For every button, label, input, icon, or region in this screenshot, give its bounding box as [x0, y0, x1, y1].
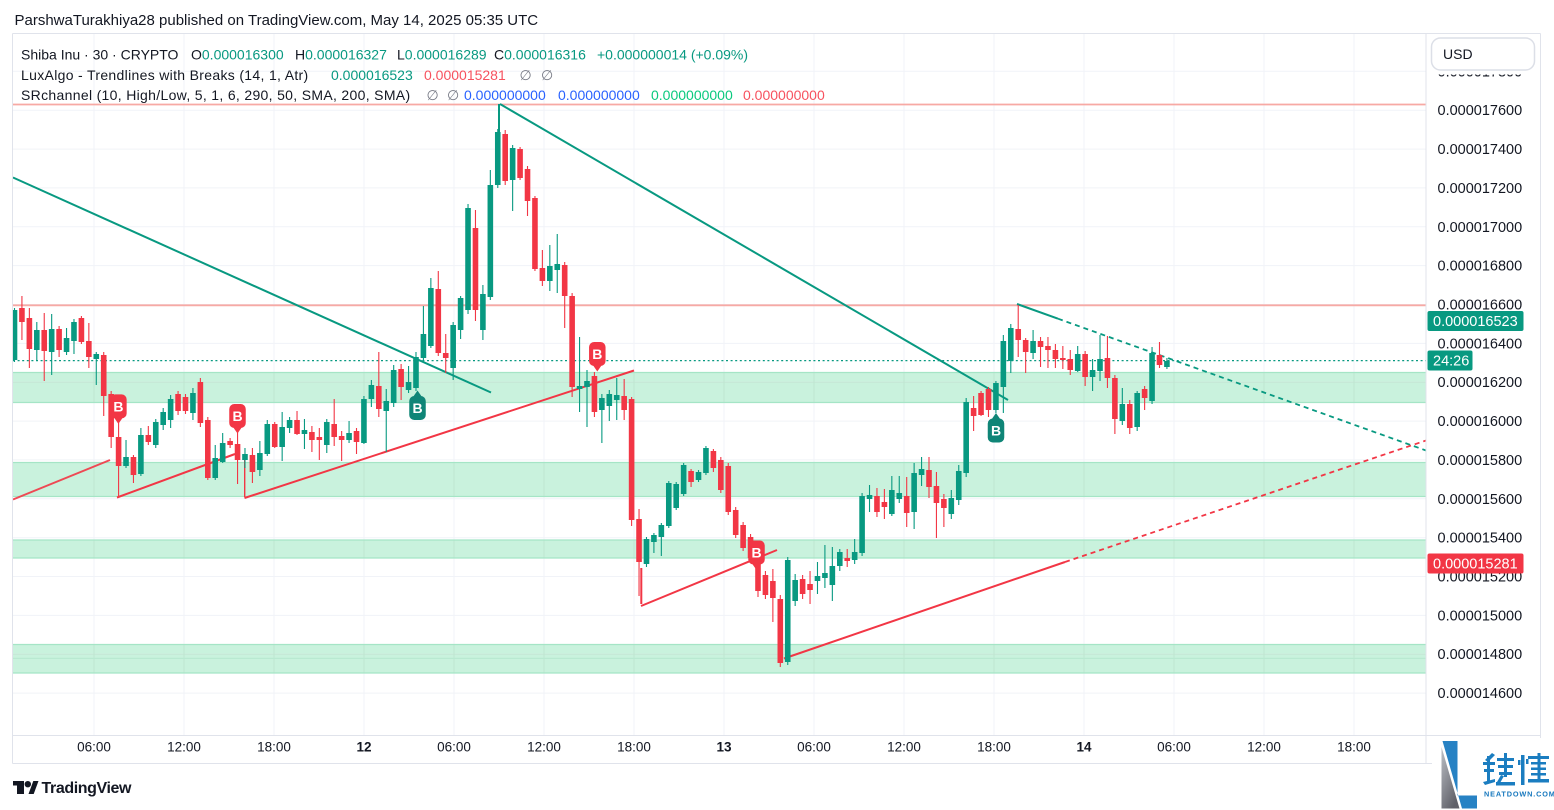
svg-text:12: 12: [356, 740, 371, 755]
svg-text:ParshwaTurakhiya28 published o: ParshwaTurakhiya28 published on TradingV…: [15, 12, 539, 29]
svg-text:0.000016523: 0.000016523: [331, 67, 413, 83]
svg-text:06:00: 06:00: [77, 740, 111, 755]
svg-text:H0.000016327: H0.000016327: [295, 47, 387, 63]
svg-text:18:00: 18:00: [257, 740, 291, 755]
svg-text:0.000015800: 0.000015800: [1438, 453, 1523, 469]
svg-text:0.000016400: 0.000016400: [1438, 336, 1523, 352]
svg-text:24:26: 24:26: [1433, 354, 1469, 370]
svg-text:TradingView: TradingView: [42, 780, 133, 797]
svg-text:0.000017400: 0.000017400: [1438, 142, 1523, 158]
svg-text:18:00: 18:00: [1337, 740, 1371, 755]
svg-text:B: B: [232, 408, 242, 424]
svg-text:B: B: [751, 545, 761, 561]
svg-text:0.000016000: 0.000016000: [1438, 414, 1523, 430]
svg-text:12:00: 12:00: [167, 740, 201, 755]
svg-text:LuxAlgo - Trendlines with Brea: LuxAlgo - Trendlines with Breaks (14, 1,…: [21, 67, 309, 83]
svg-text:B: B: [991, 423, 1001, 439]
svg-text:18:00: 18:00: [977, 740, 1011, 755]
svg-text:C0.000016316: C0.000016316: [494, 47, 586, 63]
svg-text:0.000000000: 0.000000000: [743, 87, 825, 103]
svg-text:0.000017000: 0.000017000: [1438, 220, 1523, 236]
svg-text:06:00: 06:00: [437, 740, 471, 755]
svg-text:∅: ∅: [447, 87, 459, 103]
svg-text:12:00: 12:00: [527, 740, 561, 755]
svg-text:0.000016523: 0.000016523: [1433, 314, 1518, 330]
svg-text:06:00: 06:00: [1157, 740, 1191, 755]
svg-text:O0.000016300: O0.000016300: [191, 47, 284, 63]
svg-text:NEATDOWN.COM: NEATDOWN.COM: [1484, 790, 1554, 799]
svg-text:B: B: [412, 400, 422, 416]
svg-text:0.000016800: 0.000016800: [1438, 259, 1523, 275]
svg-text:0.000015281: 0.000015281: [1433, 557, 1518, 573]
svg-text:0.000015600: 0.000015600: [1438, 492, 1523, 508]
svg-text:0.000017600: 0.000017600: [1438, 103, 1523, 119]
svg-text:18:00: 18:00: [617, 740, 651, 755]
svg-text:12:00: 12:00: [1247, 740, 1281, 755]
svg-text:12:00: 12:00: [887, 740, 921, 755]
svg-text:0.000016600: 0.000016600: [1438, 298, 1523, 314]
svg-text:∅: ∅: [427, 87, 439, 103]
svg-text:0.000000000: 0.000000000: [464, 87, 546, 103]
svg-text:0.000000000: 0.000000000: [558, 87, 640, 103]
svg-text:∅: ∅: [541, 67, 553, 83]
svg-text:USD: USD: [1443, 46, 1473, 62]
svg-text:Shiba Inu · 30 · CRYPTO: Shiba Inu · 30 · CRYPTO: [21, 47, 179, 63]
svg-text:0.000015000: 0.000015000: [1438, 608, 1523, 624]
svg-text:0.000014800: 0.000014800: [1438, 647, 1523, 663]
svg-text:0.000015400: 0.000015400: [1438, 531, 1523, 547]
svg-text:0.000017200: 0.000017200: [1438, 181, 1523, 197]
svg-text:SRchannel (10, High/Low, 5, 1,: SRchannel (10, High/Low, 5, 1, 6, 290, 5…: [21, 87, 410, 103]
svg-text:06:00: 06:00: [797, 740, 831, 755]
svg-text:B: B: [113, 398, 123, 414]
svg-text:L0.000016289: L0.000016289: [397, 47, 487, 63]
svg-text:B: B: [592, 346, 602, 362]
svg-text:0.000016200: 0.000016200: [1438, 375, 1523, 391]
svg-text:14: 14: [1076, 740, 1092, 755]
svg-text:∅: ∅: [520, 67, 532, 83]
svg-text:0.000014600: 0.000014600: [1438, 686, 1523, 702]
svg-text:13: 13: [716, 740, 732, 755]
svg-text:0.000000000: 0.000000000: [651, 87, 733, 103]
svg-text:+0.000000014 (+0.09%): +0.000000014 (+0.09%): [597, 47, 748, 63]
svg-text:0.000015281: 0.000015281: [424, 67, 506, 83]
